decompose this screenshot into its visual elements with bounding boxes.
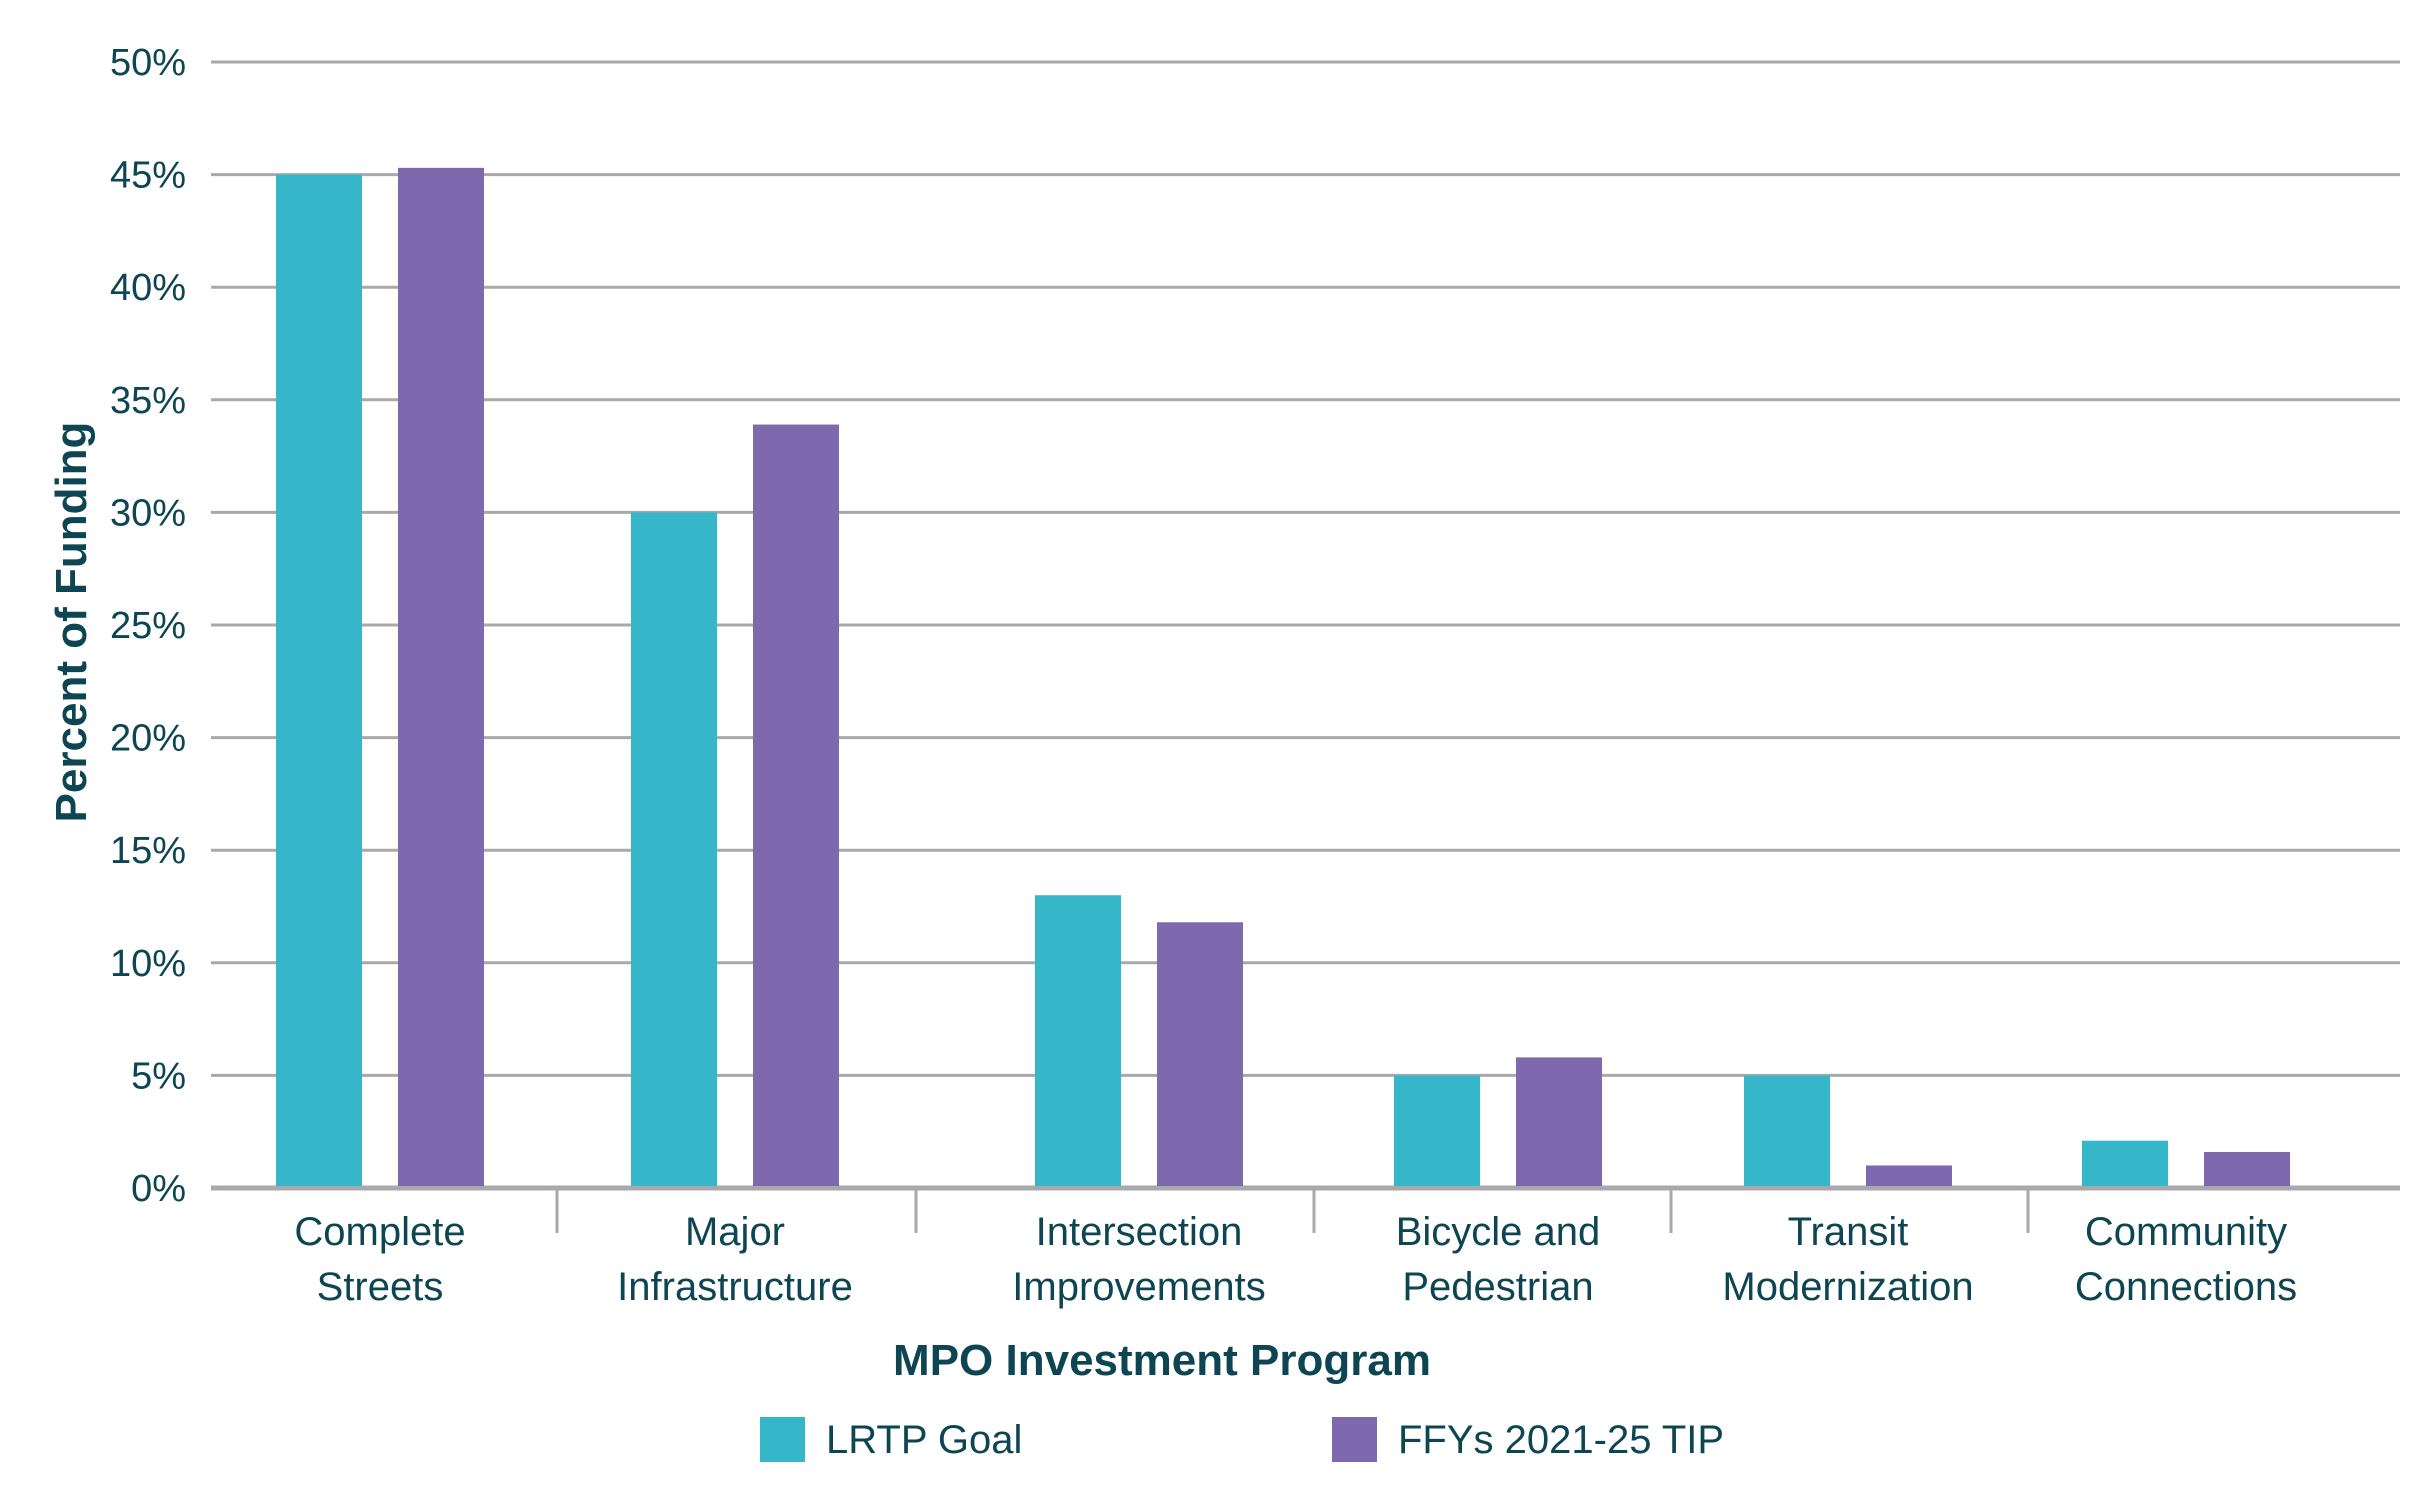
category-label-line: Improvements — [1012, 1265, 1265, 1309]
category-label: Transit Modernization — [1722, 1210, 1973, 1309]
category-label: Intersection Improvements — [1012, 1210, 1265, 1309]
category-label-line: Intersection — [1036, 1210, 1243, 1254]
category-label-line: Complete — [294, 1210, 465, 1254]
category-label-line: Transit — [1788, 1210, 1909, 1254]
bar-lrtp — [1744, 1075, 1830, 1186]
bar-lrtp — [631, 512, 717, 1186]
y-tick-label: 20% — [110, 718, 186, 760]
category-label-line: Modernization — [1722, 1265, 1973, 1309]
legend-label: LRTP Goal — [826, 1418, 1022, 1462]
bar-tip — [1516, 1057, 1602, 1186]
bar-tip — [2204, 1151, 2290, 1186]
category-label: Community Connections — [2075, 1210, 2297, 1309]
y-tick-label: 45% — [110, 155, 186, 197]
bar-tip — [753, 424, 839, 1186]
legend-swatch — [760, 1417, 805, 1462]
bar-tip — [1157, 922, 1243, 1186]
bar-lrtp — [276, 174, 362, 1187]
y-tick-label: 15% — [110, 830, 186, 872]
y-tick-label: 50% — [110, 42, 186, 84]
y-tick-label: 5% — [131, 1055, 186, 1097]
legend-swatch — [1332, 1417, 1377, 1462]
category-label: Bicycle and Pedestrian — [1396, 1210, 1601, 1309]
y-axis-label: Percent of Funding — [47, 422, 96, 823]
category-label-line: Connections — [2075, 1265, 2297, 1309]
bar-lrtp — [1035, 895, 1121, 1186]
y-tick-label: 0% — [131, 1168, 186, 1210]
y-tick-label: 30% — [110, 492, 186, 534]
category-label: Major Infrastructure — [617, 1210, 853, 1309]
category-label: Complete Streets — [294, 1210, 465, 1309]
x-axis-label: MPO Investment Program — [893, 1336, 1431, 1385]
y-tick-label: 25% — [110, 605, 186, 647]
category-label-line: Major — [685, 1210, 785, 1254]
y-tick-label: 35% — [110, 380, 186, 422]
bar-tip — [1866, 1165, 1952, 1186]
bar-lrtp — [2082, 1140, 2168, 1186]
category-label-line: Bicycle and — [1396, 1210, 1601, 1254]
y-tick-label: 10% — [110, 943, 186, 985]
legend-label: FFYs 2021-25 TIP — [1398, 1418, 1724, 1462]
category-label-line: Infrastructure — [617, 1265, 853, 1309]
bar-lrtp — [1394, 1075, 1480, 1186]
category-label-line: Pedestrian — [1402, 1265, 1593, 1309]
bar-tip — [398, 167, 484, 1186]
y-tick-label: 40% — [110, 267, 186, 309]
category-label-line: Streets — [317, 1265, 444, 1309]
category-label-line: Community — [2085, 1210, 2287, 1254]
